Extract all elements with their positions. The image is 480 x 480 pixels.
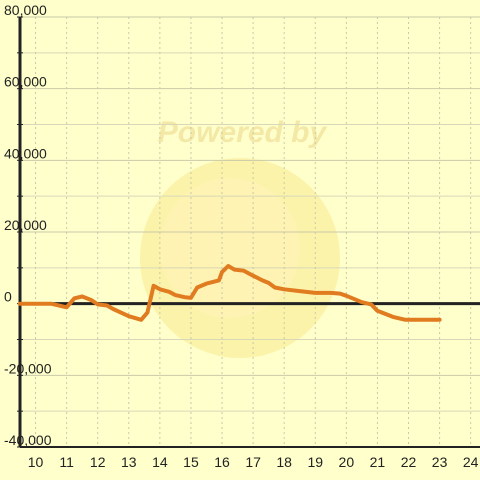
x-tick-label: 21 [370,454,386,470]
y-tick-label: 0 [4,289,12,305]
x-tick-label: 10 [28,454,44,470]
x-tick-label: 22 [401,454,417,470]
x-tick-label: 16 [214,454,230,470]
x-tick-label: 12 [90,454,106,470]
y-tick-label: -20,000 [4,360,52,376]
x-tick-label: 11 [59,454,74,470]
y-tick-label: 80,000 [4,2,47,18]
x-tick-label: 17 [245,454,261,470]
x-tick-label: 13 [121,454,137,470]
y-tick-label: 60,000 [4,74,47,90]
y-tick-label: 20,000 [4,217,47,233]
x-tick-label: 24 [463,454,479,470]
series-layer [18,264,442,322]
x-tick-label: 14 [152,454,168,470]
series-line [18,264,442,322]
x-tick-label: 15 [183,454,199,470]
tick-labels: 80,000 60,000 40,000 20,000 0 -20,000 -40,000 1… [4,2,479,470]
y-tick-label: 40,000 [4,145,47,161]
y-tick-label: -40,000 [4,432,52,448]
x-tick-label: 18 [276,454,292,470]
watermark-text: Powered by [158,116,328,149]
x-tick-label: 20 [339,454,355,470]
x-tick-label: 19 [307,454,323,470]
x-tick-label: 23 [432,454,448,470]
